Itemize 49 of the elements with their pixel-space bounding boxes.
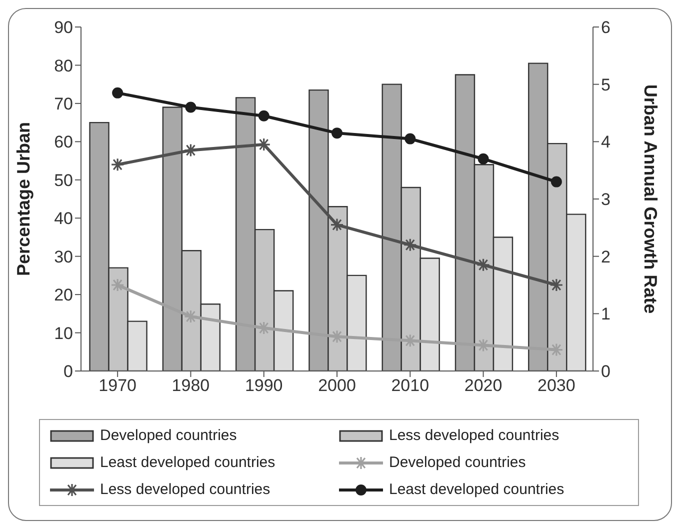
x-tick-label: 2030 — [538, 376, 576, 396]
y2-tick-label: 1 — [601, 304, 610, 324]
y-tick-label: 50 — [54, 170, 73, 190]
y2-tick-label: 3 — [601, 190, 610, 210]
point — [478, 153, 489, 164]
legend-label: Less developed countries — [389, 427, 560, 444]
point — [550, 278, 564, 292]
point — [258, 110, 270, 122]
point — [550, 176, 562, 188]
x-tick-label: 1990 — [244, 376, 283, 396]
y-tick-label: 10 — [54, 324, 73, 343]
y-tick-label: 80 — [54, 56, 73, 76]
y-axis-title: Percentage Urban — [13, 122, 34, 276]
legend-label: Less developed countries — [100, 481, 270, 498]
y2-tick-label: 0 — [601, 362, 610, 382]
point — [330, 218, 344, 232]
legend-label: Developed countries — [389, 454, 526, 471]
point — [404, 133, 416, 144]
y2-axis-title: Urban Annual Growth Rate — [640, 84, 661, 314]
point — [550, 342, 564, 357]
x-tick-label: 1980 — [172, 376, 210, 396]
legend-label: Least developed countries — [389, 481, 564, 498]
point — [332, 128, 342, 139]
y-tick-label: 0 — [64, 362, 73, 382]
y-tick-label: 60 — [54, 132, 73, 152]
y-tick-label: 30 — [54, 247, 73, 266]
y-tick-label: 90 — [54, 18, 73, 38]
y2-tick-label: 4 — [601, 132, 610, 152]
point — [184, 310, 198, 324]
point — [403, 238, 417, 252]
x-tick-label: 2010 — [391, 376, 430, 396]
point — [257, 138, 271, 152]
y2-tick-label: 5 — [601, 75, 610, 94]
point — [110, 278, 124, 292]
x-tick-label: 1970 — [98, 376, 136, 396]
legend-label: Least developed countries — [100, 454, 276, 471]
point — [110, 158, 124, 172]
legend-label: Developed countries — [100, 427, 237, 444]
y2-tick-label: 2 — [601, 247, 610, 266]
x-tick-label: 2020 — [464, 376, 502, 396]
point — [184, 143, 198, 158]
point — [112, 87, 124, 98]
y-tick-label: 70 — [54, 94, 73, 114]
x-tick-label: 2000 — [318, 376, 356, 396]
point — [185, 102, 196, 113]
y2-tick-label: 6 — [601, 18, 610, 38]
y-tick-label: 40 — [54, 209, 73, 228]
point — [476, 258, 490, 272]
y-tick-label: 20 — [54, 286, 73, 305]
